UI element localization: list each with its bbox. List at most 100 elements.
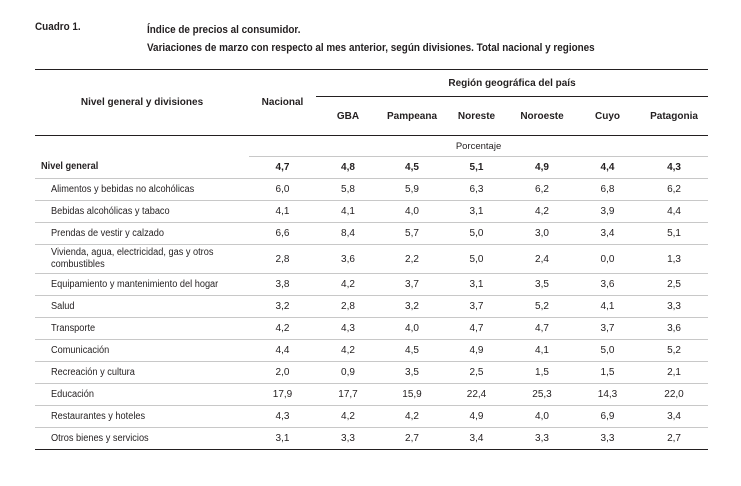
row-label: Restaurantes y hoteles (35, 405, 249, 428)
region-group-header: Región geográfica del país (316, 69, 709, 97)
value-cell: 5,9 (380, 178, 444, 201)
table-row: Restaurantes y hoteles 4,3 4,2 4,2 4,9 4,0 6,9… (35, 405, 709, 428)
row-label-text: Educación (51, 388, 94, 400)
value-cell: 4,7 (509, 317, 575, 340)
value-cell: 0,0 (575, 244, 640, 274)
value-cell: 4,2 (249, 317, 316, 340)
value-cell: 6,8 (575, 178, 640, 201)
row-label-text: Restaurantes y hoteles (51, 410, 146, 422)
value-cell: 5,1 (444, 156, 509, 179)
region-header-noroeste: Noroeste (509, 96, 575, 136)
row-label: Educación (35, 383, 249, 406)
value-cell: 6,9 (575, 405, 640, 428)
value-cell: 2,5 (640, 273, 709, 296)
value-cell: 4,2 (509, 200, 575, 223)
value-cell: 3,4 (640, 405, 709, 428)
value-cell: 2,0 (249, 361, 316, 384)
value-cell: 3,7 (575, 317, 640, 340)
row-label-text: Nivel general (41, 161, 99, 173)
value-cell: 3,0 (509, 222, 575, 245)
value-cell: 3,4 (575, 222, 640, 245)
row-label-text: Comunicación (51, 344, 110, 356)
unit-label: Porcentaje (249, 135, 709, 157)
value-cell: 3,7 (444, 295, 509, 318)
value-cell: 3,6 (316, 244, 380, 274)
value-cell: 5,8 (316, 178, 380, 201)
value-cell: 4,1 (316, 200, 380, 223)
value-cell: 3,2 (380, 295, 444, 318)
value-cell: 25,3 (509, 383, 575, 406)
value-cell: 4,9 (444, 405, 509, 428)
region-header-patagonia: Patagonia (640, 96, 709, 136)
value-cell: 3,5 (380, 361, 444, 384)
value-cell: 5,0 (575, 339, 640, 362)
value-cell: 4,3 (249, 405, 316, 428)
value-cell: 4,3 (316, 317, 380, 340)
cpi-table: Nivel general y divisiones Nacional Regi… (35, 69, 709, 450)
row-label-text: Equipamiento y mantenimiento del hogar (51, 278, 219, 290)
value-cell: 1,5 (509, 361, 575, 384)
table-title-line2: Variaciones de marzo con respecto al mes… (147, 42, 595, 54)
table-row: Prendas de vestir y calzado 6,6 8,4 5,7 5,0 3… (35, 222, 709, 245)
value-cell: 6,2 (509, 178, 575, 201)
value-cell: 0,9 (316, 361, 380, 384)
value-cell: 4,2 (380, 405, 444, 428)
value-cell: 4,4 (249, 339, 316, 362)
value-cell: 4,2 (316, 339, 380, 362)
value-cell: 4,2 (316, 405, 380, 428)
value-cell: 4,0 (380, 200, 444, 223)
row-label-text: Transporte (51, 322, 96, 334)
row-label: Alimentos y bebidas no alcohólicas (35, 178, 249, 201)
value-cell: 4,7 (444, 317, 509, 340)
value-cell: 22,4 (444, 383, 509, 406)
table-title-line1: Índice de precios al consumidor. (147, 24, 301, 36)
value-cell: 2,2 (380, 244, 444, 274)
row-label-text: Alimentos y bebidas no alcohólicas (51, 183, 195, 195)
row-label: Otros bienes y servicios (35, 427, 249, 450)
value-cell: 2,7 (380, 427, 444, 450)
value-cell: 4,7 (249, 156, 316, 179)
value-cell: 3,1 (444, 200, 509, 223)
value-cell: 2,4 (509, 244, 575, 274)
value-cell: 8,4 (316, 222, 380, 245)
value-cell: 3,4 (444, 427, 509, 450)
row-label: Bebidas alcohólicas y tabaco (35, 200, 249, 223)
national-header: Nacional (249, 69, 316, 136)
value-cell: 5,7 (380, 222, 444, 245)
value-cell: 3,3 (640, 295, 709, 318)
table-row: Comunicación 4,4 4,2 4,5 4,9 4,1 5,0 5,2 (35, 339, 709, 362)
row-label: Nivel general (35, 156, 249, 179)
row-label-text: Bebidas alcohólicas y tabaco (51, 205, 170, 217)
value-cell: 6,6 (249, 222, 316, 245)
row-label-text: Vivienda, agua, electricidad, gas y otro… (51, 247, 214, 270)
value-cell: 2,8 (316, 295, 380, 318)
value-cell: 4,9 (509, 156, 575, 179)
value-cell: 17,9 (249, 383, 316, 406)
table-row: Educación 17,9 17,7 15,9 22,4 25,3 14,3 22,0 (35, 383, 709, 406)
value-cell: 2,7 (640, 427, 709, 450)
value-cell: 3,1 (249, 427, 316, 450)
value-cell: 5,1 (640, 222, 709, 245)
value-cell: 4,9 (444, 339, 509, 362)
row-label: Recreación y cultura (35, 361, 249, 384)
table-row: Transporte 4,2 4,3 4,0 4,7 4,7 3,7 3,6 (35, 317, 709, 340)
value-cell: 3,8 (249, 273, 316, 296)
region-header-gba: GBA (316, 96, 380, 136)
value-cell: 4,8 (316, 156, 380, 179)
value-cell: 4,1 (575, 295, 640, 318)
value-cell: 3,6 (640, 317, 709, 340)
table-row: Equipamiento y mantenimiento del hogar 3,… (35, 273, 709, 296)
value-cell: 2,5 (444, 361, 509, 384)
value-cell: 3,2 (249, 295, 316, 318)
value-cell: 4,2 (316, 273, 380, 296)
value-cell: 5,2 (640, 339, 709, 362)
row-label: Equipamiento y mantenimiento del hogar (35, 273, 249, 296)
value-cell: 3,7 (380, 273, 444, 296)
value-cell: 6,3 (444, 178, 509, 201)
value-cell: 4,1 (249, 200, 316, 223)
value-cell: 6,2 (640, 178, 709, 201)
row-label: Vivienda, agua, electricidad, gas y otro… (35, 244, 249, 274)
value-cell: 22,0 (640, 383, 709, 406)
row-label-text: Prendas de vestir y calzado (51, 227, 165, 239)
row-label-text: Salud (51, 300, 75, 312)
